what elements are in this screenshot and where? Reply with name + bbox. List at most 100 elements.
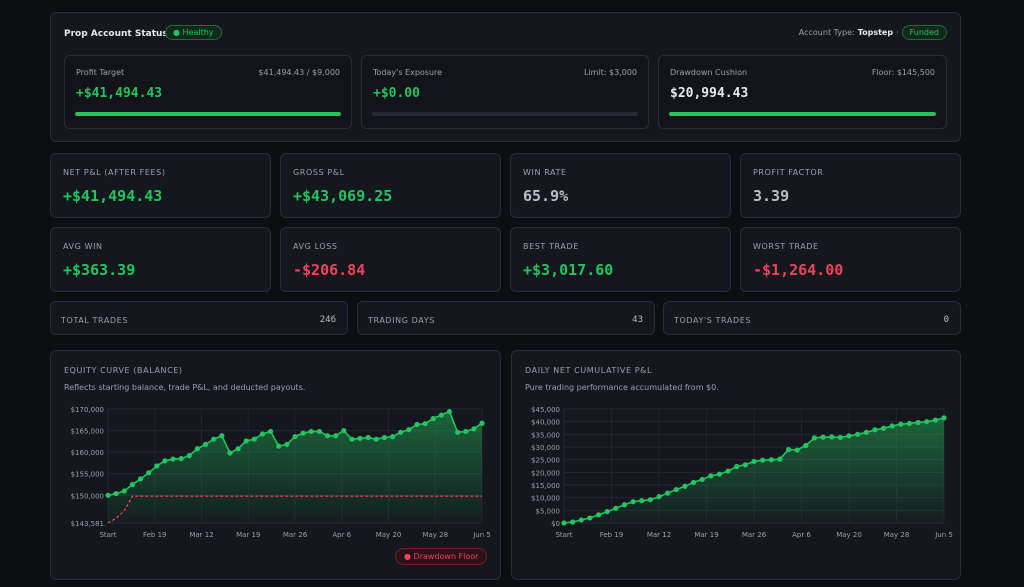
card-label: Drawdown Cushion (670, 68, 748, 77)
x-tick-label: Feb 19 (600, 531, 624, 539)
x-tick-label: May 20 (376, 531, 402, 539)
card-value: +$41,494.43 (76, 86, 163, 101)
data-point (398, 429, 404, 435)
drawdown-floor-legend[interactable]: ● Drawdown Floor (395, 548, 488, 565)
data-point (932, 417, 938, 423)
y-tick-label: $170,000 (71, 406, 104, 414)
count-label: TODAY'S TRADES (674, 316, 752, 325)
data-point (113, 490, 119, 497)
y-tick-label: $165,000 (71, 428, 104, 436)
y-tick-label: $5,000 (536, 507, 561, 515)
data-point (915, 419, 921, 426)
data-point (656, 494, 662, 500)
data-point (855, 431, 861, 437)
data-point (381, 434, 388, 441)
stat-value: +$43,069.25 (293, 187, 393, 205)
net-pnl-card: NET P&L (AFTER FEES) +$41,494.43 (50, 153, 271, 218)
x-tick-label: Mar 26 (283, 531, 308, 539)
data-point (463, 428, 469, 435)
y-tick-label: $30,000 (531, 444, 560, 452)
x-tick-label: Mar 12 (647, 531, 671, 539)
progress-fill (75, 112, 341, 116)
data-point (880, 425, 887, 431)
count-label: TRADING DAYS (368, 316, 435, 325)
y-tick-label: $20,000 (531, 469, 560, 477)
chart-subtitle: Pure trading performance accumulated fro… (525, 383, 719, 392)
stat-value: 3.39 (753, 187, 790, 205)
x-tick-label: Start (99, 531, 116, 539)
stat-value: -$206.84 (293, 261, 366, 279)
data-point (665, 490, 671, 496)
worst-trade-card: WORST TRADE -$1,264.00 (740, 227, 961, 292)
x-tick-label: May 20 (836, 531, 862, 539)
data-point (268, 428, 274, 435)
chart-title: DAILY NET CUMULATIVE P&L (525, 366, 653, 375)
data-point (300, 430, 306, 436)
data-point (613, 505, 619, 511)
equity-curve-panel: EQUITY CURVE (BALANCE) Reflects starting… (50, 350, 501, 580)
x-tick-label: Mar 19 (236, 531, 260, 539)
profit-factor-card: PROFIT FACTOR 3.39 (740, 153, 961, 218)
x-tick-label: Jun 5 (934, 531, 953, 539)
best-trade-card: BEST TRADE +$3,017.60 (510, 227, 731, 292)
data-point (219, 433, 225, 439)
x-tick-label: Mar 26 (742, 531, 767, 539)
data-point (630, 499, 636, 505)
data-point (479, 420, 485, 426)
stat-value: +$363.39 (63, 261, 136, 279)
data-point (673, 486, 679, 493)
data-point (751, 458, 757, 465)
card-label: Today's Exposure (373, 68, 443, 77)
data-point (276, 443, 282, 449)
stat-label: PROFIT FACTOR (753, 168, 824, 177)
data-point (333, 433, 339, 439)
data-point (414, 421, 420, 428)
data-point (578, 517, 584, 523)
data-point (446, 408, 453, 415)
data-point (146, 470, 152, 476)
data-point (455, 429, 461, 435)
data-point (259, 431, 266, 437)
data-point (837, 434, 843, 440)
card-value: +$0.00 (373, 86, 420, 101)
data-point (235, 446, 241, 452)
data-point (202, 441, 209, 447)
x-tick-label: Feb 19 (143, 531, 167, 539)
y-tick-label: $155,000 (71, 471, 104, 479)
account-type-separator: · (896, 28, 899, 37)
y-tick-label: $35,000 (531, 431, 560, 439)
x-tick-label: Apr 6 (792, 531, 811, 539)
funded-badge: Funded (901, 25, 947, 40)
data-point (389, 434, 396, 440)
data-point (768, 457, 774, 463)
data-point (924, 419, 930, 425)
x-tick-label: Mar 12 (189, 531, 213, 539)
data-point (561, 520, 567, 526)
data-point (863, 429, 869, 435)
data-point (324, 433, 331, 439)
data-point (846, 433, 852, 439)
data-point (742, 462, 748, 468)
data-point (872, 427, 878, 433)
card-right-text: $41,494.43 / $9,000 (258, 68, 340, 77)
stat-label: AVG WIN (63, 242, 103, 251)
chart-title: EQUITY CURVE (BALANCE) (64, 366, 183, 375)
data-point (438, 412, 444, 418)
data-point (604, 509, 610, 515)
data-point (595, 512, 602, 518)
data-point (284, 441, 290, 447)
data-point (162, 458, 168, 464)
y-tick-label: $25,000 (531, 457, 560, 465)
avg-win-card: AVG WIN +$363.39 (50, 227, 271, 292)
chart-subtitle: Reflects starting balance, trade P&L, an… (64, 383, 306, 392)
data-point (621, 502, 628, 508)
data-point (373, 436, 379, 442)
data-point (211, 436, 217, 442)
data-point (349, 436, 355, 442)
card-label: Profit Target (76, 68, 125, 77)
x-tick-label: May 28 (884, 531, 910, 539)
cumulative-pnl-chart: $45,000 $40,000 $35,000 $30,000 $25,000 $20,0… (531, 406, 953, 539)
x-tick-label: Jun 5 (472, 531, 491, 539)
data-point (829, 434, 835, 440)
data-point (760, 457, 766, 463)
